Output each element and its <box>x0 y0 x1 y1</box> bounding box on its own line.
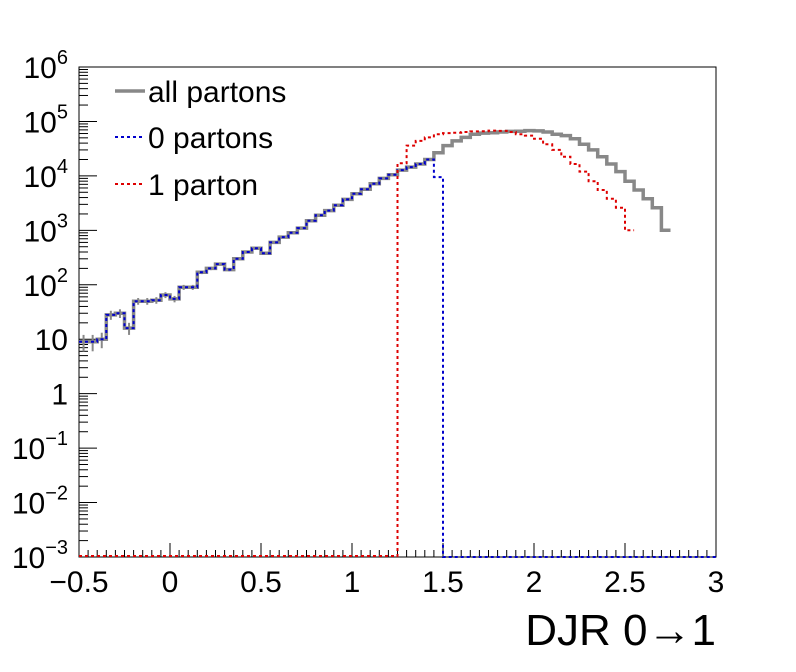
series-line-0-partons <box>79 158 716 558</box>
x-tick-label: −0.5 <box>49 566 108 599</box>
x-tick-label: 1.5 <box>422 566 464 599</box>
legend-box <box>100 70 310 210</box>
y-tick-label: 102 <box>24 265 69 303</box>
y-tick-label: 104 <box>24 156 69 194</box>
y-tick-label: 10 <box>35 324 68 357</box>
legend-label: all partons <box>148 76 286 109</box>
y-tick-label: 103 <box>24 210 69 248</box>
x-tick-label: 2.5 <box>604 566 646 599</box>
x-axis-title: DJR 0→1 <box>525 606 716 655</box>
axis-ticks <box>78 68 717 558</box>
legend-label: 0 partons <box>148 122 273 155</box>
y-tick-label: 106 <box>24 47 69 85</box>
y-tick-label: 10−3 <box>12 537 68 575</box>
y-tick-label: 10−2 <box>12 483 68 521</box>
x-tick-label: 0.5 <box>240 566 282 599</box>
x-tick-label: 0 <box>162 566 179 599</box>
series-line-1-parton <box>396 129 635 557</box>
series-layer <box>79 128 716 558</box>
legend: all partons 0 partons 1 parton <box>115 76 286 202</box>
y-tick-labels: 10−3 10−2 10−1 1 10 102 103 104 105 106 <box>12 47 68 575</box>
x-tick-label: 2 <box>526 566 543 599</box>
y-tick-label: 10−1 <box>12 428 68 466</box>
y-tick-label: 1 <box>51 379 68 412</box>
x-tick-labels: −0.5 0 0.5 1 1.5 2 2.5 3 <box>49 566 724 599</box>
x-tick-label: 3 <box>708 566 725 599</box>
y-tick-label: 105 <box>24 101 69 139</box>
x-tick-label: 1 <box>344 566 361 599</box>
legend-label: 1 parton <box>148 169 258 202</box>
